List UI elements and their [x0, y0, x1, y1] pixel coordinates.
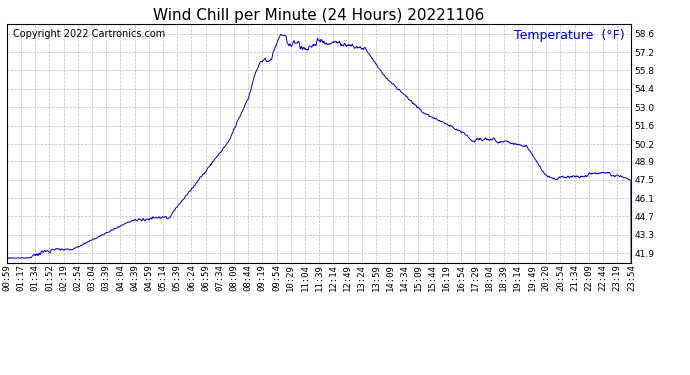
- Title: Wind Chill per Minute (24 Hours) 20221106: Wind Chill per Minute (24 Hours) 2022110…: [153, 8, 485, 23]
- Text: Copyright 2022 Cartronics.com: Copyright 2022 Cartronics.com: [13, 29, 166, 39]
- Text: Temperature  (°F): Temperature (°F): [515, 29, 625, 42]
